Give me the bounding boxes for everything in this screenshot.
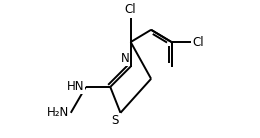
Text: H₂N: H₂N — [47, 106, 69, 119]
Text: N: N — [121, 52, 129, 65]
Text: HN: HN — [67, 80, 84, 93]
Text: S: S — [112, 114, 119, 127]
Text: Cl: Cl — [192, 36, 204, 49]
Text: Cl: Cl — [125, 3, 136, 16]
